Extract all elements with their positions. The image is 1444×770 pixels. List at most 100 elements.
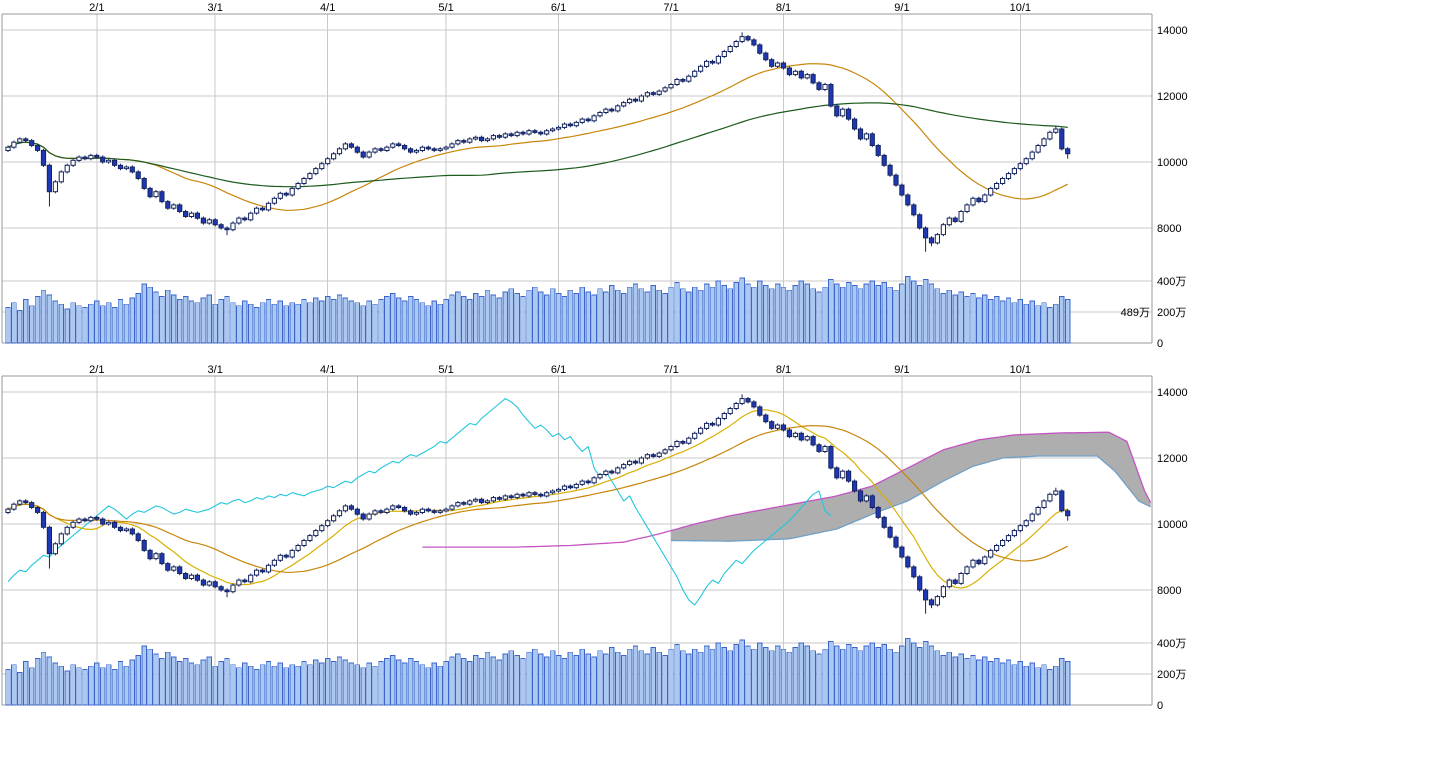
volume-bar xyxy=(869,280,875,344)
candle-down xyxy=(348,143,354,148)
candle-up xyxy=(822,84,828,90)
volume-bar xyxy=(739,277,745,344)
volume-bar xyxy=(64,308,70,344)
volume-bar xyxy=(502,653,508,706)
volume-bar xyxy=(585,653,591,706)
volume-bar xyxy=(745,645,751,706)
volume-bar xyxy=(70,302,76,344)
candle-down xyxy=(632,460,639,464)
candle-up xyxy=(70,521,76,528)
volume-bar xyxy=(686,291,692,344)
candle-down xyxy=(23,500,29,504)
chikou-lagging-line xyxy=(7,398,832,606)
volume-bar xyxy=(1023,665,1029,706)
month-label: 10/1 xyxy=(1010,2,1031,14)
candle-down xyxy=(496,497,502,500)
volume-bar xyxy=(751,286,757,344)
candle-up xyxy=(561,485,568,490)
candle-down xyxy=(786,67,792,76)
candle-up xyxy=(840,470,846,479)
candle-up xyxy=(526,130,532,135)
volume-bar xyxy=(609,647,615,706)
candle-up xyxy=(1035,145,1041,153)
price-tick-label: 12000 xyxy=(1157,91,1188,103)
candle-down xyxy=(479,498,485,504)
candle-up xyxy=(230,222,236,231)
candle-down xyxy=(893,536,899,548)
volume-bar xyxy=(893,289,899,344)
candle-down xyxy=(218,224,224,229)
candle-down xyxy=(828,84,834,107)
candle-down xyxy=(911,566,917,578)
candle-up xyxy=(319,163,325,170)
volume-bar xyxy=(372,665,378,706)
candle-up xyxy=(230,584,236,593)
candle-down xyxy=(632,98,639,102)
volume-bar xyxy=(1053,665,1059,706)
price-tick-label: 14000 xyxy=(1157,25,1188,37)
volume-bar xyxy=(265,661,272,706)
candle-up xyxy=(123,166,130,170)
candle-down xyxy=(177,566,183,574)
candle-down xyxy=(408,148,414,153)
volume-bar xyxy=(851,647,858,706)
candle-down xyxy=(680,79,686,82)
volume-bar xyxy=(58,303,64,344)
candle-up xyxy=(715,55,721,64)
candle-up xyxy=(88,516,94,522)
candle-up xyxy=(384,508,390,513)
price-volume-chart-top[interactable]: 2/1 3/1 4/1 5/1 6/1 7/1 8/1 9/1 10/1 14000 12000 10… xyxy=(0,0,1444,350)
volume-bar xyxy=(247,303,254,344)
candle-up xyxy=(958,573,964,584)
month-label: 5/1 xyxy=(438,2,453,14)
candle-up xyxy=(934,234,940,244)
volume-bar xyxy=(478,296,485,344)
candle-up xyxy=(739,398,745,404)
volume-bar xyxy=(123,303,130,344)
volume-bar xyxy=(632,645,639,706)
candle-down xyxy=(923,227,929,239)
candle-up xyxy=(934,596,940,606)
volume-bar xyxy=(34,658,41,706)
price-volume-chart-ichimoku[interactable]: 2/1 3/1 4/1 5/1 6/1 7/1 8/1 9/1 10/1 14000 12000 10… xyxy=(0,362,1444,712)
candle-up xyxy=(484,138,491,142)
candle-up xyxy=(1047,493,1053,502)
candle-down xyxy=(360,151,366,158)
candle-down xyxy=(520,131,526,135)
candle-up xyxy=(704,422,710,429)
volume-bar xyxy=(804,645,810,706)
volume-bar xyxy=(1011,302,1018,344)
volume-bar xyxy=(212,303,218,344)
candle-up xyxy=(307,173,313,180)
candle-down xyxy=(212,581,218,588)
candles-group xyxy=(5,394,1071,614)
candle-down xyxy=(378,510,384,513)
candle-up xyxy=(484,500,491,504)
candle-down xyxy=(976,559,982,565)
candle-down xyxy=(431,510,437,513)
volume-bar xyxy=(709,648,716,706)
volume-bar xyxy=(526,651,532,706)
price-tick-label: 14000 xyxy=(1157,387,1188,399)
candle-up xyxy=(579,118,585,123)
candle-down xyxy=(1065,510,1071,517)
volume-bar xyxy=(366,662,372,706)
candle-up xyxy=(171,566,177,571)
candle-up xyxy=(964,204,970,212)
candle-up xyxy=(946,579,952,588)
volume-bar xyxy=(23,299,29,344)
ichimoku-cloud xyxy=(671,432,1151,542)
volume-bar xyxy=(780,648,787,706)
candle-up xyxy=(319,525,325,532)
volume-bar xyxy=(585,291,591,344)
candle-down xyxy=(159,553,165,565)
volume-bar xyxy=(875,647,881,706)
volume-bar xyxy=(384,296,390,344)
candle-up xyxy=(644,454,650,459)
volume-bar xyxy=(94,662,100,706)
candle-up xyxy=(271,559,277,566)
candle-up xyxy=(372,510,378,515)
candle-up xyxy=(982,194,988,203)
volume-bar xyxy=(94,300,100,344)
volume-bar xyxy=(76,305,82,344)
